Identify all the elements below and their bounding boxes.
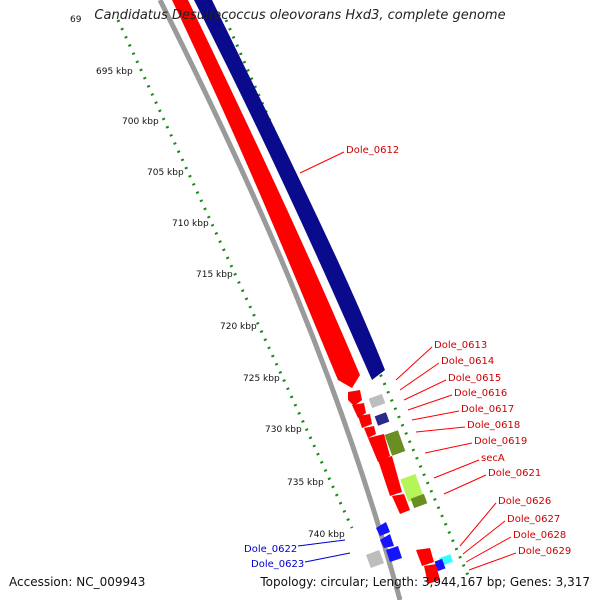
gene-label[interactable]: Dole_0612 <box>346 145 399 156</box>
gene-block-olive <box>384 430 406 456</box>
leader-line <box>459 502 497 547</box>
gene-label[interactable]: Dole_0622 <box>244 544 297 555</box>
gene-label[interactable]: Dole_0619 <box>474 436 527 447</box>
gene-arrow <box>358 414 372 428</box>
leader-line <box>399 362 440 391</box>
tick-track-inner <box>116 19 354 529</box>
gene-label[interactable]: Dole_0626 <box>498 496 551 507</box>
gene-block-navy <box>374 412 390 426</box>
gene-label[interactable]: Dole_0613 <box>434 340 487 351</box>
gene-arrow <box>376 522 390 536</box>
axis-label: 705 kbp <box>147 168 184 178</box>
genome-backbone <box>157 0 403 601</box>
axis-label: 700 kbp <box>122 117 159 127</box>
gene-block-olive-small <box>410 493 428 509</box>
gene-block-blue <box>434 558 446 572</box>
axis-labels: 69 695 kbp 700 kbp 705 kbp 710 kbp 715 k… <box>70 15 345 540</box>
gene-label[interactable]: Dole_0628 <box>513 530 566 541</box>
leader-line <box>433 459 480 479</box>
forward-gene-arrows <box>348 390 440 584</box>
axis-label: 725 kbp <box>243 374 280 384</box>
axis-label: 730 kbp <box>265 425 302 435</box>
leader-line <box>415 426 466 433</box>
gene-block-grey <box>368 393 386 409</box>
reverse-gene-labels: Dole_0622 Dole_0623 <box>244 539 351 570</box>
forward-gene-labels: Dole_0612 Dole_0613 Dole_0614 Dole_0615 … <box>299 145 571 571</box>
genome-summary-text: Topology: circular; Length: 3,944,167 bp… <box>260 575 590 589</box>
axis-label: 710 kbp <box>172 219 209 229</box>
reverse-strand-feature <box>194 0 385 380</box>
leader-line <box>462 520 506 555</box>
axis-label: 715 kbp <box>196 270 233 280</box>
gene-label[interactable]: Dole_0629 <box>518 546 571 557</box>
gene-arrow <box>380 534 394 548</box>
leader-line <box>468 552 517 571</box>
gene-label[interactable]: Dole_0621 <box>488 468 541 479</box>
gene-arrow <box>348 390 362 406</box>
axis-label-partial: 69 <box>70 15 82 25</box>
leader-line <box>411 410 460 421</box>
gene-block-grey-lower <box>366 550 384 568</box>
axis-label: 695 kbp <box>96 67 133 77</box>
gene-arrow <box>364 426 376 438</box>
gene-label[interactable]: Dole_0627 <box>507 514 560 525</box>
gene-label[interactable]: Dole_0614 <box>441 356 494 367</box>
leader-line <box>297 539 346 547</box>
gene-label[interactable]: Dole_0618 <box>467 420 520 431</box>
gene-arrow <box>386 546 402 562</box>
leader-line <box>395 346 433 381</box>
axis-label: 720 kbp <box>220 322 257 332</box>
gene-block-lime <box>400 473 424 503</box>
gene-arrow <box>368 434 390 462</box>
leader-line <box>304 552 351 563</box>
leader-line <box>443 474 487 495</box>
leader-line <box>407 394 453 411</box>
axis-label: 740 kbp <box>308 530 345 540</box>
reverse-gene-arrows <box>376 522 402 562</box>
genome-title: Candidatus Desulfococcus oleovorans Hxd3… <box>94 8 506 23</box>
gene-arrow <box>378 456 402 496</box>
gene-arrow <box>352 403 366 418</box>
leader-line <box>299 151 345 174</box>
leader-line <box>424 442 473 454</box>
leader-line <box>465 536 512 563</box>
leader-line <box>403 379 447 401</box>
forward-strand-feature <box>172 0 360 388</box>
gene-arrow <box>424 564 440 584</box>
gene-label[interactable]: secA <box>481 453 505 464</box>
accession-text: Accession: NC_009943 <box>9 575 146 589</box>
gene-label[interactable]: Dole_0615 <box>448 373 501 384</box>
gene-arrow <box>416 548 434 566</box>
gene-label[interactable]: Dole_0616 <box>454 388 507 399</box>
gene-label[interactable]: Dole_0623 <box>251 559 304 570</box>
gene-label[interactable]: Dole_0617 <box>461 404 514 415</box>
axis-label: 735 kbp <box>287 478 324 488</box>
gene-arrow <box>392 494 410 514</box>
